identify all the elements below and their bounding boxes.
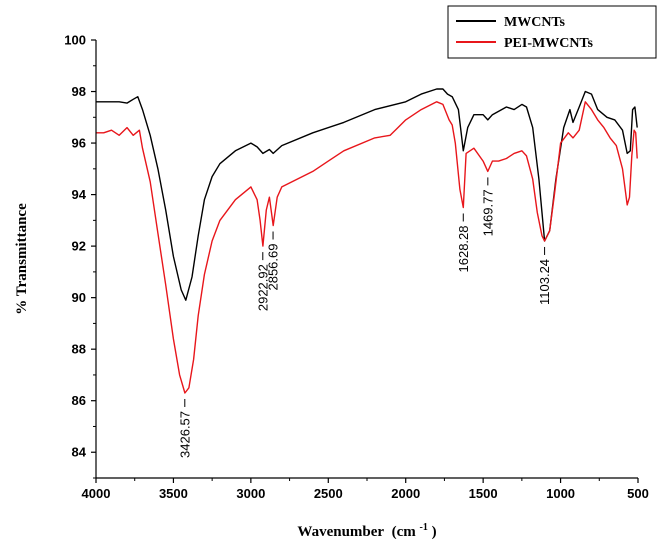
x-tick-label: 4000	[82, 486, 111, 501]
peak-label: 2922.92	[255, 264, 270, 311]
x-tick-label: 500	[627, 486, 649, 501]
peak-label: 3426.57	[177, 411, 192, 458]
legend: MWCNTs PEI-MWCNTs	[447, 5, 657, 59]
y-tick-label: 88	[72, 342, 86, 357]
peak-label: 2856.69	[266, 244, 281, 291]
legend-label-mwcnts: MWCNTs	[504, 15, 565, 30]
x-tick-label: 2000	[391, 486, 420, 501]
peak-label: 1628.28	[456, 225, 471, 272]
y-tick-label: 96	[72, 136, 86, 151]
series-layer	[96, 88, 638, 394]
y-tick-label: 94	[72, 187, 87, 202]
x-tick-label: 1000	[546, 486, 575, 501]
y-axis-title: % Transmittance	[14, 203, 30, 315]
legend-box	[447, 5, 657, 59]
y-tick-label: 92	[72, 239, 86, 254]
y-tick-label: 86	[72, 393, 86, 408]
x-axis-title-unit-close: )	[432, 524, 437, 540]
x-tick-label: 3000	[236, 486, 265, 501]
x-axis-title: Wavenumber (cm -1 )	[297, 518, 436, 540]
series-line-mwcnts	[96, 88, 638, 301]
y-tick-label: 84	[72, 445, 87, 460]
x-tick-label: 1500	[469, 486, 498, 501]
legend-label-pei-mwcnts: PEI-MWCNTs	[504, 36, 593, 51]
y-tick-label: 98	[72, 84, 86, 99]
x-axis-title-unit-exponent: -1	[419, 522, 427, 533]
axis-layer: 84 86 88 90 92 94 96 98 100 4000 3500 3000 2500 2000 1…	[64, 33, 649, 502]
peak-label: 1103.24	[537, 259, 552, 305]
peak-label: 1469.77	[480, 189, 495, 236]
x-tick-label: 3500	[159, 486, 188, 501]
y-tick-label: 90	[72, 290, 86, 305]
x-axis-title-name: Wavenumber	[297, 524, 384, 540]
series-line-pei-mwcnts	[96, 101, 638, 394]
x-tick-label: 2500	[314, 486, 343, 501]
y-tick-label: 100	[64, 33, 86, 48]
x-axis-title-unit: (cm	[392, 524, 417, 540]
